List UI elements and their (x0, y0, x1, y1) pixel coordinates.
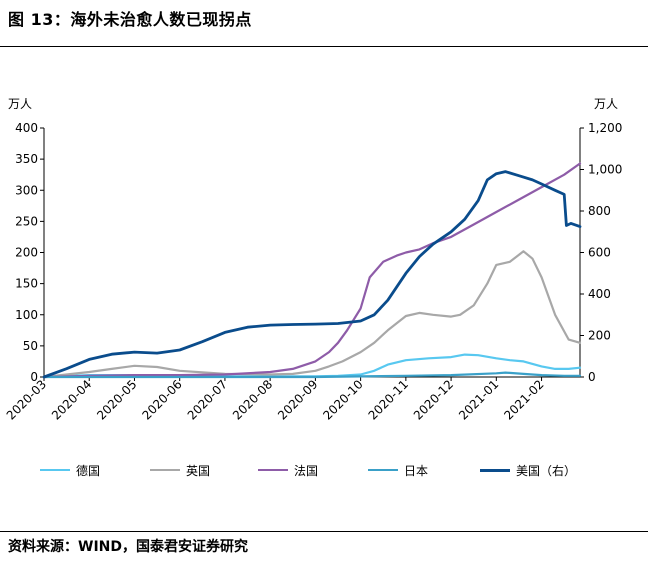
right-tick-label: 400 (588, 287, 611, 301)
x-tick-label: 2021-01 (456, 377, 501, 422)
left-tick-label: 250 (15, 214, 38, 228)
x-tick-label: 2020-12 (411, 377, 456, 422)
left-tick-label: 0 (30, 370, 38, 384)
series-line-1 (42, 250, 582, 379)
left-tick-label: 50 (23, 339, 38, 353)
top-rule (0, 46, 648, 47)
x-tick-label: 2020-04 (49, 377, 94, 422)
right-tick-label: 0 (588, 370, 596, 384)
legend-item: 英国 (150, 460, 210, 480)
legend-label: 美国（右） (516, 463, 577, 478)
left-tick-label: 400 (15, 121, 38, 135)
x-tick-label: 2020-03 (4, 377, 49, 422)
chart-series (42, 162, 582, 379)
left-tick-label: 350 (15, 152, 38, 166)
legend-item: 法国 (258, 460, 318, 480)
legend-item: 德国 (40, 460, 100, 480)
x-tick-label: 2020-06 (139, 377, 184, 422)
legend-label: 法国 (294, 463, 319, 478)
right-axis-unit: 万人 (594, 97, 618, 111)
figure-title: 图 13：海外未治愈人数已现拐点 (8, 10, 252, 29)
legend-swatch (258, 469, 288, 471)
left-tick-label: 300 (15, 183, 38, 197)
right-tick-label: 800 (588, 204, 611, 218)
x-tick-label: 2020-09 (275, 377, 320, 422)
legend-label: 英国 (186, 463, 211, 478)
left-tick-label: 200 (15, 246, 38, 260)
right-tick-label: 600 (588, 246, 611, 260)
right-tick-label: 200 (588, 329, 611, 343)
right-tick-label: 1,200 (588, 121, 622, 135)
series-line-2 (42, 162, 582, 379)
legend-item: 美国（右） (480, 460, 576, 480)
series-line-3 (42, 371, 582, 379)
series-line-4 (42, 170, 582, 379)
x-tick-label: 2020-11 (366, 377, 411, 422)
legend-swatch (480, 468, 510, 472)
left-axis-unit: 万人 (8, 97, 32, 111)
legend-swatch (150, 469, 180, 471)
chart-legend: 德国 英国 法国 日本 美国（右） (0, 460, 648, 480)
bottom-rule (0, 531, 648, 532)
right-tick-label: 1,000 (588, 163, 622, 177)
legend-item: 日本 (368, 460, 428, 480)
left-tick-label: 100 (15, 308, 38, 322)
line-chart: 0 50 100 150 200 250 300 350 400 0 200 400 600 800 1,0… (4, 97, 623, 423)
x-tick-label: 2021-02 (501, 377, 546, 422)
legend-label: 德国 (76, 463, 101, 478)
legend-label: 日本 (404, 463, 429, 478)
legend-swatch (40, 469, 70, 471)
x-tick-label: 2020-10 (320, 377, 365, 422)
left-tick-label: 150 (15, 277, 38, 291)
x-tick-label: 2020-07 (185, 377, 230, 422)
x-tick-label: 2020-08 (230, 377, 275, 422)
legend-swatch (368, 469, 398, 471)
x-tick-label: 2020-05 (94, 377, 139, 422)
source-note: 资料来源：WIND，国泰君安证券研究 (8, 539, 248, 555)
